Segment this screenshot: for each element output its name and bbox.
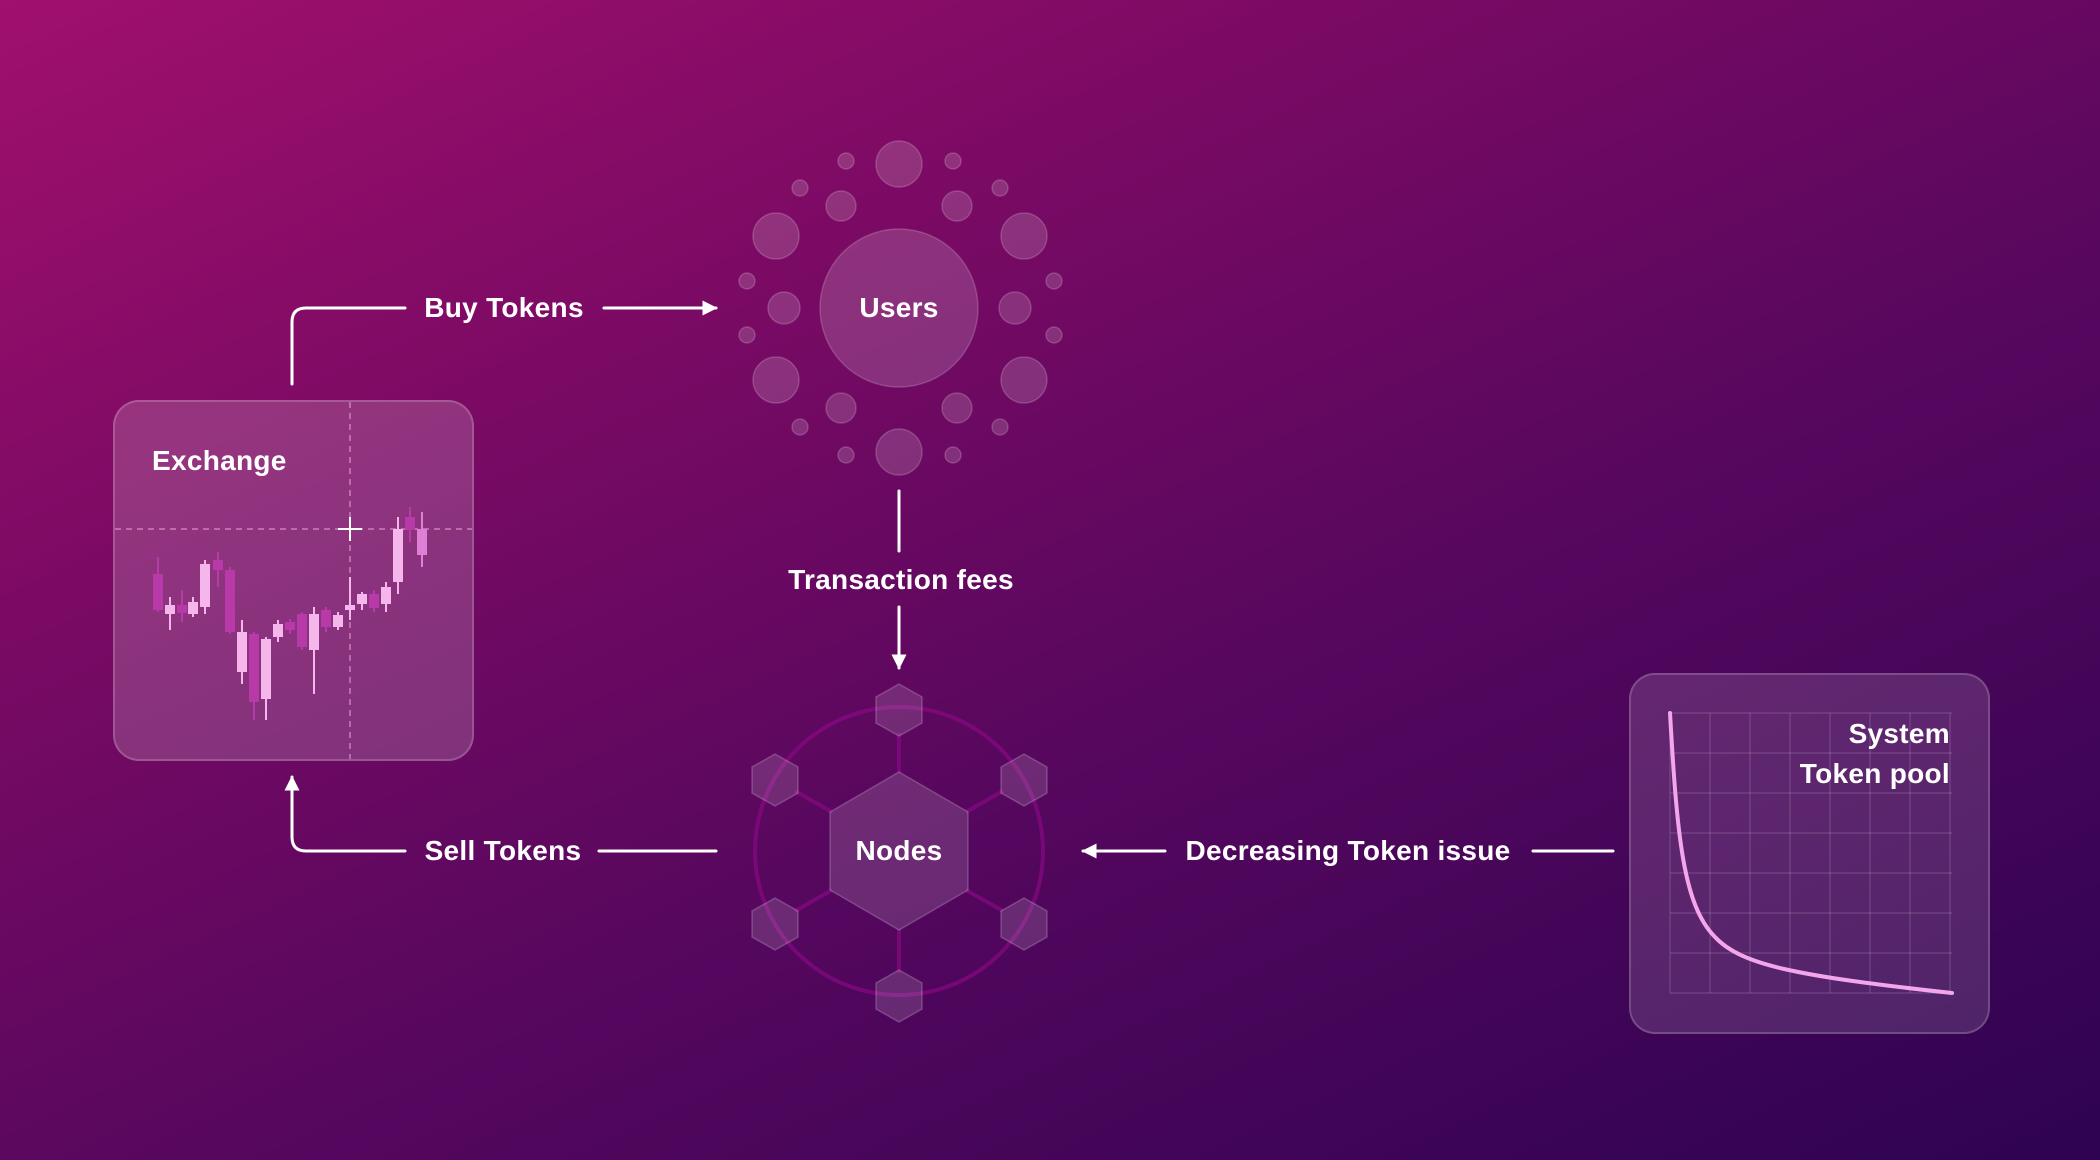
- user-dot: [1045, 272, 1063, 290]
- system-label: System: [1848, 718, 1950, 749]
- users-core-circle: [819, 228, 979, 388]
- exchange-card: Exchange: [113, 400, 474, 761]
- buy-tokens-line-a: [290, 306, 407, 386]
- candle-body: [237, 632, 247, 672]
- candle-body: [153, 574, 163, 610]
- candle-body: [297, 614, 307, 647]
- candle-body: [309, 614, 319, 650]
- sell-tokens-label: Sell Tokens: [424, 835, 582, 866]
- candle-body: [381, 587, 391, 604]
- candle-body: [200, 564, 210, 607]
- sell-tokens-arrow: [284, 775, 407, 853]
- users-cluster: [738, 140, 1063, 476]
- exchange-label: Exchange: [152, 445, 287, 476]
- candle-body: [369, 594, 379, 608]
- node-hexagon: [751, 753, 799, 807]
- system-token-pool-card: System Token pool: [1629, 673, 1990, 1034]
- user-dot: [791, 418, 809, 436]
- user-dot: [738, 326, 756, 344]
- candle-body: [225, 570, 235, 632]
- candle-body: [165, 605, 175, 614]
- connectors: [284, 300, 1615, 859]
- nodes-core-hexagon: [829, 771, 969, 931]
- nodes-label: Nodes: [855, 835, 943, 866]
- node-hexagon: [1000, 897, 1048, 951]
- node-hexagon: [751, 897, 799, 951]
- buy-tokens-label: Buy Tokens: [424, 292, 584, 323]
- candle-body: [213, 560, 223, 570]
- crosshair-icon: [338, 517, 362, 541]
- candle-body: [321, 610, 331, 627]
- user-dot: [875, 428, 923, 476]
- transaction-fees-label: Transaction fees: [788, 564, 1014, 595]
- candle-body: [345, 605, 355, 610]
- decreasing-token-issue-label: Decreasing Token issue: [1185, 835, 1511, 866]
- user-dot: [941, 392, 973, 424]
- candle-body: [273, 624, 283, 637]
- candle-body: [249, 634, 259, 702]
- candle-body: [188, 602, 198, 614]
- user-dot: [825, 190, 857, 222]
- candle-body: [261, 639, 271, 699]
- user-dot: [837, 446, 855, 464]
- user-dot: [1045, 326, 1063, 344]
- user-dot: [837, 152, 855, 170]
- user-dot: [752, 212, 800, 260]
- nodes-cluster: [751, 683, 1048, 1023]
- users-label: Users: [859, 292, 939, 323]
- decreasing-issue-curve: [1668, 711, 1954, 995]
- pool-grid: [1669, 712, 1952, 994]
- user-dot: [944, 152, 962, 170]
- user-dot: [738, 272, 756, 290]
- nodes-ring: [753, 705, 1045, 997]
- user-dot: [752, 356, 800, 404]
- node-hexagon: [875, 969, 923, 1023]
- candlestick-chart: [115, 402, 472, 759]
- user-dot: [767, 291, 801, 325]
- candle-body: [357, 594, 367, 604]
- user-dot: [791, 179, 809, 197]
- user-dot: [1000, 356, 1048, 404]
- user-dot: [998, 291, 1032, 325]
- user-dot: [875, 140, 923, 188]
- user-dot: [991, 418, 1009, 436]
- user-dot: [941, 190, 973, 222]
- user-dot: [991, 179, 1009, 197]
- candle-body: [405, 517, 415, 530]
- candle-body: [393, 529, 403, 582]
- candle-body: [285, 622, 295, 630]
- user-dot: [1000, 212, 1048, 260]
- token-pool-label: Token pool: [1799, 758, 1950, 789]
- node-hexagon: [875, 683, 923, 737]
- node-hexagon: [1000, 753, 1048, 807]
- user-dot: [825, 392, 857, 424]
- candle-body: [417, 529, 427, 555]
- candle-body: [177, 605, 187, 613]
- token-issue-curve-chart: [1668, 711, 1954, 995]
- user-dot: [944, 446, 962, 464]
- candle-body: [333, 615, 343, 627]
- candles: [153, 507, 427, 720]
